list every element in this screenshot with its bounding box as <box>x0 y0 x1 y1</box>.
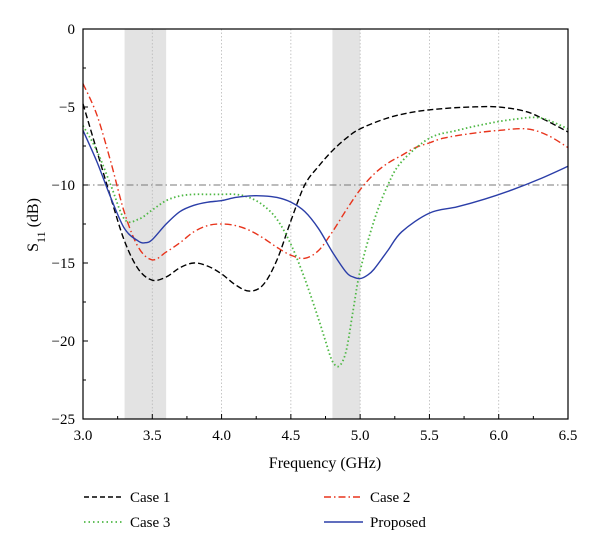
x-tick-label: 6.0 <box>489 428 508 444</box>
shaded-band-1 <box>124 29 167 419</box>
y-axis-title-subscript: 11 <box>34 231 48 243</box>
legend-item-proposed: Proposed <box>324 515 426 531</box>
y-tick-label: −15 <box>52 256 75 272</box>
x-axis-title: Frequency (GHz) <box>269 455 381 472</box>
series-line-case-1 <box>82 103 569 292</box>
shaded-bands <box>124 29 361 419</box>
series-layer <box>82 83 569 368</box>
y-axis-title: S11 (dB) <box>25 198 48 252</box>
y-tick-label: −5 <box>59 100 75 116</box>
legend-item-case1: Case 1 <box>84 490 170 506</box>
y-axis-title-unit: (dB) <box>25 198 42 231</box>
y-axis-ticks: 0 −5 −10 −15 −20 −25 <box>52 22 88 428</box>
x-tick-label: 3.5 <box>143 428 162 444</box>
y-axis-title-main: S <box>25 243 42 252</box>
series-line-case-2 <box>82 83 569 261</box>
x-tick-label: 5.0 <box>351 428 370 444</box>
x-tick-label: 5.5 <box>420 428 439 444</box>
shaded-band-2 <box>332 29 361 419</box>
x-axis-ticks: 3.0 3.5 4.0 4.5 5.0 5.5 6.0 6.5 <box>74 414 578 444</box>
y-tick-label: −10 <box>52 178 75 194</box>
x-tick-label: 4.0 <box>212 428 231 444</box>
legend-label-case2: Case 2 <box>370 490 410 506</box>
y-tick-label: −20 <box>52 334 75 350</box>
series-line-proposed <box>82 130 569 280</box>
x-tick-label: 4.5 <box>281 428 300 444</box>
grid-lines <box>151 29 500 419</box>
x-tick-label: 6.5 <box>559 428 578 444</box>
x-tick-label: 3.0 <box>74 428 93 444</box>
legend-label-case1: Case 1 <box>130 490 170 506</box>
legend: Case 1 Case 2 Case 3 Proposed <box>84 490 426 531</box>
legend-label-proposed: Proposed <box>370 515 426 531</box>
y-tick-label: −25 <box>52 412 75 428</box>
legend-label-case3: Case 3 <box>130 515 170 531</box>
legend-item-case2: Case 2 <box>324 490 410 506</box>
y-tick-label: 0 <box>68 22 76 38</box>
series-line-case-3 <box>82 116 569 368</box>
legend-item-case3: Case 3 <box>84 515 170 531</box>
